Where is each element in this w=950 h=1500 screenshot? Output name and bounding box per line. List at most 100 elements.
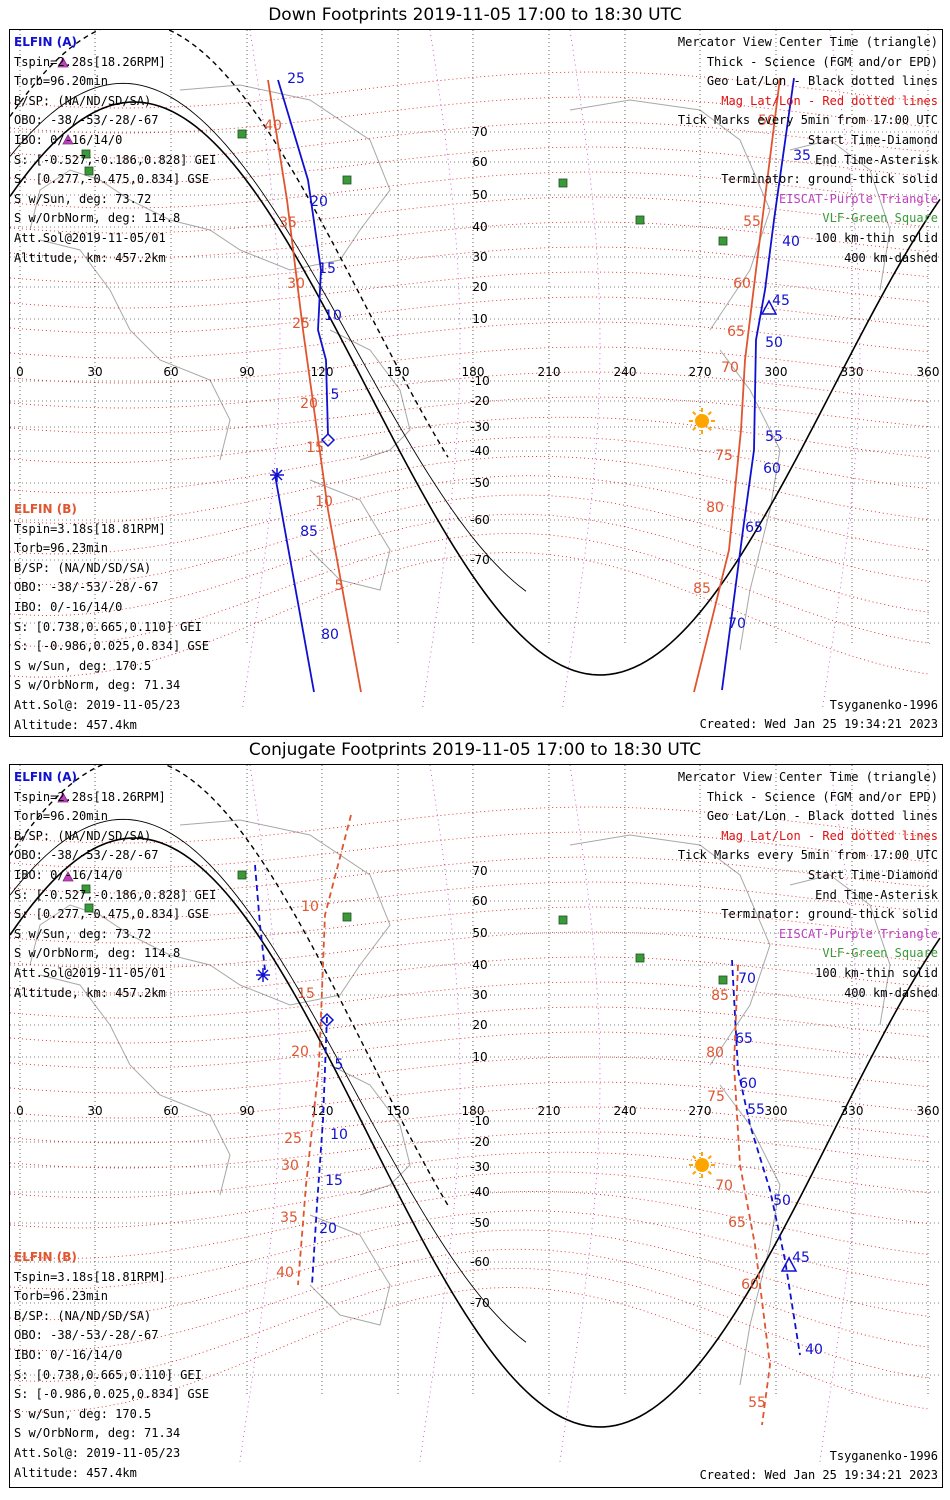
lat-tick-label: 30 [472,988,487,1002]
track-time-label: 25 [292,316,310,332]
track-time-label: 60 [739,1076,757,1092]
elfin-a-track [311,1016,328,1286]
track-time-label: 65 [728,1215,746,1231]
mag-lat-line [10,321,931,359]
eiscat-station-icon [57,57,69,68]
lat-tick-label: 60 [472,894,487,908]
elfin-a-track [274,474,315,693]
lat-tick-label: 60 [472,155,487,169]
legend-item: EISCAT-Purple Triangle [779,191,938,206]
lon-tick-label: 0 [16,365,24,379]
lon-tick-label: 90 [239,1104,254,1118]
track-time-label: 50 [773,1193,791,1209]
lon-tick-label: 240 [614,1104,637,1118]
sun-ray [692,426,697,431]
elfin-a-track [277,79,329,436]
vlf-station-icon [342,912,352,922]
track-time-label: 20 [319,1221,337,1237]
legend-item: VLF-Green Square [822,211,938,226]
vlf-station-icon [635,953,645,963]
elfin-b-title: ELFIN (B) [14,1250,77,1264]
mag-lat-line [10,1056,931,1094]
legend-item: Mag Lat/Lon - Red dotted lines [721,93,938,108]
legend-item: 400 km-dashed [844,985,938,1000]
info-line: B/SP: (NA/ND/SD/SA) [14,560,152,575]
info-line: S: [-0.527,-0.186,0.828] GEI [14,152,217,167]
coastline [719,349,781,651]
legend-item: Geo Lat/Lon - Black dotted lines [706,74,938,89]
track-time-label: 35 [280,1210,298,1226]
lat-tick-label: -30 [470,1160,490,1174]
legend-item: End Time-Asterisk [815,887,938,902]
center-time-triangle-icon [760,299,778,315]
track-time-label: 80 [706,1045,724,1061]
track-time-label: 85 [300,524,318,540]
track-time-label: 20 [300,396,318,412]
elfin-b-info: ELFIN (B) Tspin=3.18s[18.81RPM] Torb=96.2… [14,1248,209,1483]
vlf-station-icon [237,129,247,139]
coastline [329,329,411,461]
info-line: IBO: 0/-16/14/0 [14,599,123,614]
footprint-map: 0 30 60 90 120 150 180 210 240 270 300 330 360 70 60 50… [10,30,942,711]
vlf-station-icon [81,149,91,159]
coastline [309,1214,391,1326]
legend-item: Terminator: ground-thick solid [721,907,938,922]
elfin-b-track [297,814,352,1286]
track-time-label: 85 [693,581,711,597]
elfin-a-info: ELFIN (A) Tspin=2.28s[18.26RPM] Torb=96.2… [14,33,216,268]
info-line: Altitude, km: 457.2km [14,250,166,265]
coastline [569,99,771,331]
eiscat-station-icon [62,134,74,145]
info-line: S: [0.738,0.665,0.110] GEI [14,619,202,634]
info-line: Torb=96.23min [14,541,108,556]
info-line: S: [-0.986,0.025,0.834] GSE [14,639,210,654]
legend: Mercator View Center Time (triangle) Thic… [678,768,938,1003]
lon-tick-label: 270 [689,1104,712,1118]
lat-tick-label: 50 [472,926,487,940]
lat-tick-label: 10 [472,312,487,326]
track-time-label: 65 [735,1031,753,1047]
vlf-station-icon [81,884,91,894]
elfin-a-lines: Tspin=2.28s[18.26RPM] Torb=96.20min B/SP: … [14,53,216,269]
lon-tick-label: 330 [841,365,864,379]
legend-item: Tick Marks every 5min from 17:00 UTC [677,848,938,863]
mag-lat-line [10,436,931,494]
info-line: S: [-0.986,0.025,0.834] GSE [14,1387,210,1402]
mag-lon-line [559,765,601,1466]
vlf-station-icon [84,166,94,176]
info-line: S: [0.738,0.665,0.110] GEI [14,1367,202,1382]
lat-tick-label: -40 [470,444,490,458]
lat-tick-label: -70 [470,553,490,567]
info-line: Torb=96.23min [14,1289,108,1304]
track-time-label: 70 [721,360,739,376]
end-asterisk-icon [256,968,270,982]
info-line: S: [0.277,-0.475,0.834] GSE [14,172,210,187]
track-time-label: 45 [772,293,790,309]
lon-tick-label: 300 [765,365,788,379]
track-time-label: 15 [325,1173,343,1189]
info-line: Altitude: 457.4km [14,717,137,732]
info-line: Altitude, km: 457.2km [14,985,166,1000]
start-diamond-icon [320,432,336,448]
track-time-label: 25 [284,1131,302,1147]
lat-tick-label: 30 [472,250,487,264]
terminator-line [10,837,941,1428]
vlf-station-icon [237,870,247,880]
track-time-label: 60 [763,461,781,477]
vlf-station-icon [635,215,645,225]
mag-lon-line [419,765,461,1466]
lat-tick-label: 20 [472,280,487,294]
sun-icon [695,414,709,428]
sun-icon [695,1158,709,1172]
track-time-label: 65 [745,520,763,536]
legend-item: Start Time-Diamond [807,867,938,882]
legend-item: Thick - Science (FGM and/or EPD) [706,789,938,804]
mag-lat-line [10,1031,931,1069]
track-time-label: 55 [765,429,783,445]
info-line: Att.Sol@: 2019-11-05/23 [14,1445,181,1460]
footer-info: Tsyganenko-1996 Created: Wed Jan 25 19:3… [700,696,938,734]
info-line: OBO: -38/-53/-28/-67 [14,113,159,128]
lat-tick-label: 40 [472,220,487,234]
legend: Mercator View Center Time (triangle) Thic… [678,33,938,268]
track-time-label: 70 [738,971,756,987]
